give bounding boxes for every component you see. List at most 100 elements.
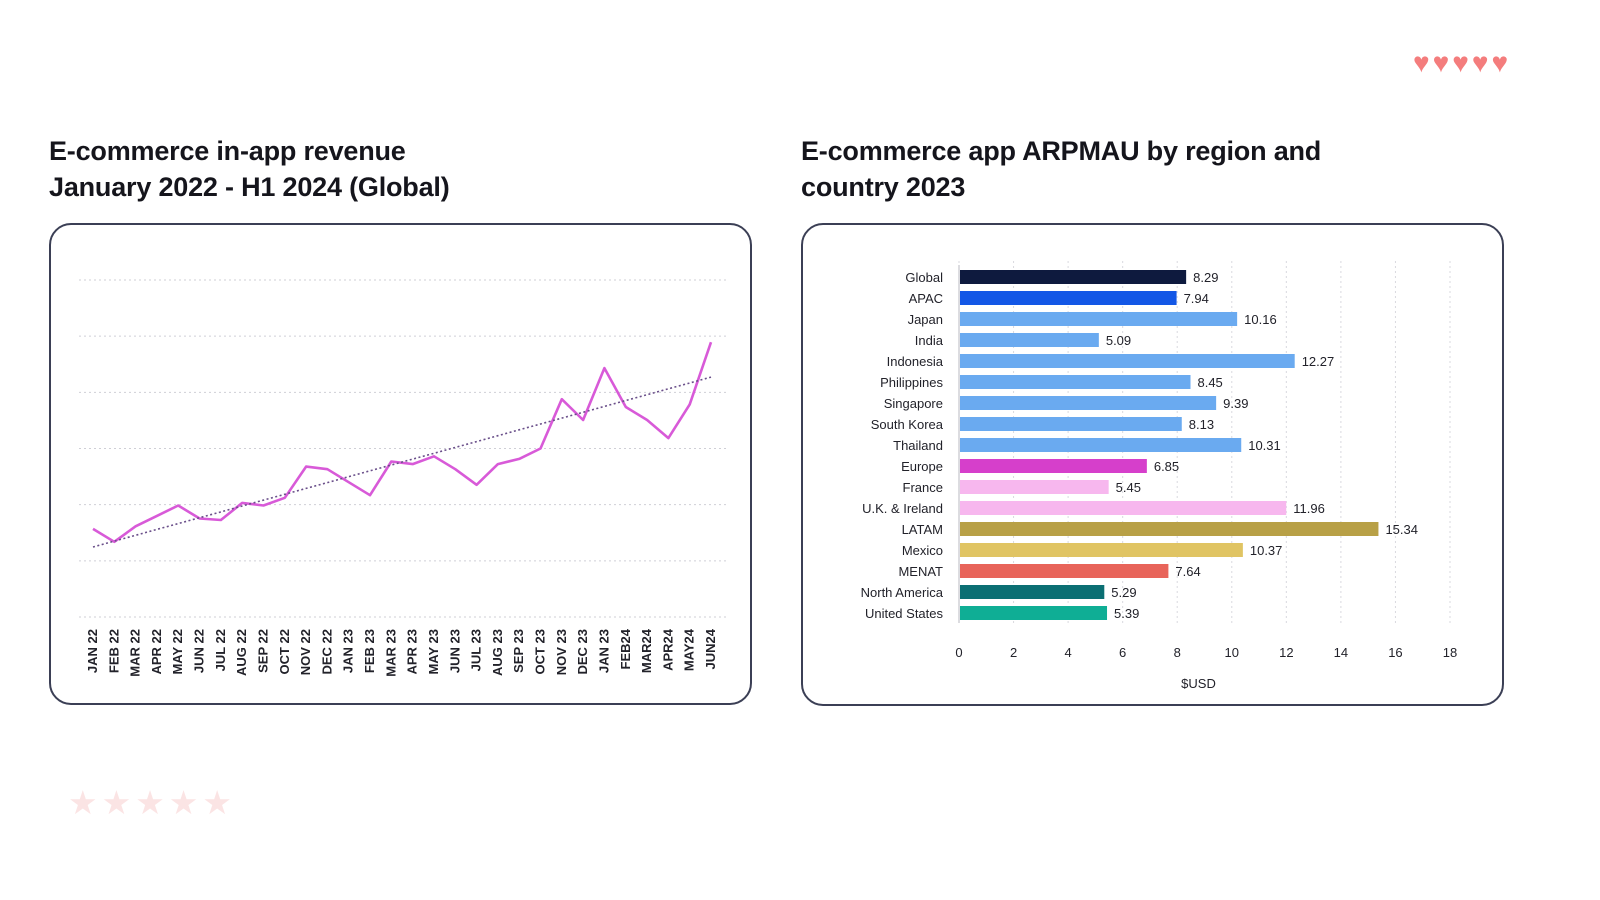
heart-icon: ♥ [1432, 47, 1450, 78]
x-tick-label: MAY 23 [426, 629, 441, 675]
x-tick-label: AUG 23 [490, 629, 505, 676]
category-label: Japan [908, 312, 943, 327]
x-tick-label: 12 [1279, 645, 1293, 660]
value-label: 5.45 [1116, 480, 1141, 495]
bar-chart: 0 2 4 6 8 10 12 14 16 18 Global 8.29 APAC 7.94 Japan 10… [861, 261, 1457, 691]
category-label: North America [861, 585, 944, 600]
star-icon: ★ [68, 784, 98, 821]
right-chart-title: E-commerce app ARPMAU by region and coun… [801, 136, 1322, 202]
star-icon: ★ [202, 784, 232, 821]
category-label: Europe [901, 459, 943, 474]
value-label: 9.39 [1223, 396, 1248, 411]
x-tick-label: JAN 22 [85, 629, 100, 673]
bar [960, 417, 1182, 431]
bar [960, 522, 1379, 536]
x-tick-label: SEP 23 [511, 629, 526, 673]
line-chart: JAN 22 FEB 22 MAR 22 APR 22 MAY 22 JUN 22 JUL … [79, 279, 726, 677]
star-icon: ★ [168, 784, 199, 821]
x-tick-label: DEC 22 [319, 629, 334, 675]
hearts-rating: ♥ ♥ ♥ ♥ ♥ [1413, 49, 1508, 77]
heart-icon: ♥ [1413, 47, 1430, 78]
value-label: 8.13 [1189, 417, 1214, 432]
bar [960, 438, 1242, 452]
category-label: Mexico [902, 543, 943, 558]
x-tick-label: 18 [1443, 645, 1457, 660]
x-tick-label: 10 [1225, 645, 1239, 660]
bar [960, 312, 1238, 326]
x-tick-label: APR24 [660, 628, 675, 671]
bar [960, 585, 1105, 599]
trend-line [92, 376, 712, 548]
x-tick-label: JUN 22 [192, 629, 207, 673]
line-chart-panel: JAN 22 FEB 22 MAR 22 APR 22 MAY 22 JUN 22 JUL … [49, 223, 752, 705]
x-tick-label: NOV 22 [298, 629, 313, 675]
x-tick-label: APR 22 [149, 629, 164, 675]
x-tick-label: FEB 22 [106, 629, 121, 673]
x-tick-label: JAN 23 [596, 629, 611, 673]
heart-icon: ♥ [1491, 47, 1509, 78]
x-tick-label: MAR 22 [128, 629, 143, 677]
bar [960, 501, 1287, 515]
x-tick-label: JUL 22 [213, 629, 228, 671]
bar [960, 480, 1109, 494]
x-tick-label: AUG 22 [234, 629, 249, 676]
bar [960, 354, 1295, 368]
value-label: 8.45 [1197, 375, 1222, 390]
x-tick-label: 16 [1388, 645, 1402, 660]
stars-rating: ★ ★ ★ ★ ★ [68, 786, 232, 819]
x-tick-label: JAN 23 [341, 629, 356, 673]
value-label: 10.16 [1244, 312, 1277, 327]
value-label: 10.31 [1248, 438, 1281, 453]
revenue-line [92, 341, 713, 544]
x-tick-label: MAR24 [639, 628, 654, 673]
star-icon: ★ [135, 784, 165, 821]
value-label: 5.29 [1111, 585, 1136, 600]
bar [960, 291, 1177, 305]
x-tick-label: 2 [1010, 645, 1017, 660]
category-label: Indonesia [887, 354, 944, 369]
category-label: Singapore [884, 396, 943, 411]
bar [960, 270, 1187, 284]
value-label: 11.96 [1293, 501, 1325, 516]
value-label: 6.85 [1154, 459, 1179, 474]
x-tick-label: 6 [1119, 645, 1126, 660]
bar-chart-panel: 0 2 4 6 8 10 12 14 16 18 Global 8.29 APAC 7.94 Japan 10… [801, 223, 1504, 706]
bar [960, 543, 1243, 557]
left-chart-title: E-commerce in-app revenue January 2022 -… [49, 136, 450, 202]
category-label: LATAM [902, 522, 943, 537]
x-tick-label: 4 [1064, 645, 1071, 660]
value-label: 7.64 [1175, 564, 1200, 579]
star-icon: ★ [101, 784, 132, 821]
x-tick-label: MAY24 [682, 628, 697, 671]
value-label: 5.09 [1106, 333, 1131, 348]
x-tick-label: OCT 23 [533, 629, 548, 675]
x-tick-label: SEP 22 [255, 629, 270, 673]
x-tick-label: DEC 23 [575, 629, 590, 675]
category-label: United States [865, 606, 944, 621]
x-tick-label: 8 [1174, 645, 1181, 660]
x-axis-label: $USD [1181, 676, 1216, 691]
value-label: 15.34 [1385, 522, 1418, 537]
category-label: India [915, 333, 944, 348]
category-label: Thailand [893, 438, 943, 453]
x-tick-label: FEB 23 [362, 629, 377, 673]
x-tick-label: 0 [955, 645, 962, 660]
category-label: U.K. & Ireland [862, 501, 943, 516]
x-tick-label: JUL 23 [469, 629, 484, 671]
category-label: MENAT [898, 564, 943, 579]
x-tick-label: NOV 23 [554, 629, 569, 675]
x-tick-label: MAY 22 [170, 629, 185, 675]
value-label: 12.27 [1302, 354, 1335, 369]
category-label: Global [905, 270, 943, 285]
heart-icon: ♥ [1452, 47, 1469, 78]
heart-icon: ♥ [1471, 47, 1489, 78]
bar [960, 375, 1191, 389]
bar [960, 333, 1099, 347]
bar [960, 459, 1147, 473]
x-tick-label: JUN24 [703, 628, 718, 669]
bar [960, 606, 1108, 620]
category-label: APAC [909, 291, 943, 306]
x-tick-label: OCT 22 [277, 629, 292, 675]
bar [960, 396, 1217, 410]
x-tick-label: FEB24 [618, 628, 633, 669]
